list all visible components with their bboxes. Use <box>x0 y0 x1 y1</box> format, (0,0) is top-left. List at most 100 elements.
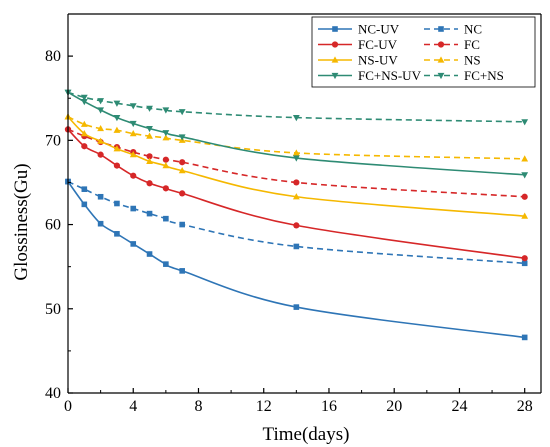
data-point-fc <box>521 193 528 200</box>
data-point-ns <box>113 126 121 133</box>
data-point-ns <box>162 134 170 141</box>
legend-item-fc-ns: FC+NS <box>424 68 504 83</box>
legend-item-fc-ns-uv: FC+NS-UV <box>318 68 422 83</box>
data-point-nc <box>179 221 185 228</box>
data-point-fc-ns-uv <box>521 172 529 179</box>
data-point-fc-ns-uv <box>146 125 153 133</box>
plot-area <box>64 89 529 341</box>
data-point-fc-ns <box>97 98 105 105</box>
data-point-ns-uv <box>521 212 529 219</box>
x-tick-label: 24 <box>451 398 467 415</box>
series-fc-ns-uv <box>64 89 529 179</box>
data-point-ns-uv <box>113 145 121 152</box>
legend-label-nc: NC <box>464 22 482 37</box>
data-point-fc-ns <box>521 119 529 126</box>
series-ns-uv <box>64 113 529 219</box>
x-tick-label: 4 <box>129 398 137 415</box>
x-tick-label: 12 <box>256 398 272 415</box>
data-point-fc-ns <box>292 114 300 122</box>
legend-label-fc-ns-uv: FC+NS-UV <box>358 68 422 83</box>
data-point-nc-uv <box>130 241 137 247</box>
legend-marker-fc-uv <box>331 41 339 48</box>
data-point-ns-uv <box>178 167 186 174</box>
data-point-fc-ns-uv <box>292 155 300 162</box>
series-line-ns-uv <box>67 116 525 217</box>
data-point-fc-uv <box>130 172 137 179</box>
legend-marker-ns <box>437 56 445 63</box>
data-point-ns-uv <box>162 162 170 169</box>
x-tick-label: 20 <box>386 398 402 415</box>
data-point-nc-uv <box>179 268 185 274</box>
legend-label-ns: NS <box>464 53 481 68</box>
data-point-ns <box>521 155 529 162</box>
data-point-fc-ns-uv <box>162 130 170 137</box>
data-point-fc-ns <box>146 105 153 112</box>
x-tick-label: 0 <box>64 398 72 415</box>
y-axis-title: Glossiness(Gu) <box>11 163 32 280</box>
y-tick-label: 70 <box>45 132 61 149</box>
legend-label-ns-uv: NS-UV <box>358 53 398 68</box>
data-point-nc <box>114 200 120 207</box>
x-tick-label: 28 <box>517 398 533 415</box>
data-point-nc <box>97 193 104 200</box>
series-fc-uv <box>64 126 528 262</box>
data-point-fc-ns-uv <box>129 120 137 128</box>
legend-marker-nc-uv <box>332 26 338 32</box>
data-point-ns <box>129 129 137 137</box>
data-point-fc <box>162 156 169 163</box>
data-point-fc-uv <box>162 185 169 192</box>
data-point-ns-uv <box>80 129 88 137</box>
legend-item-fc: FC <box>424 37 480 52</box>
axes: 0 4 8 12 16 20 24 28 40 50 60 70 80 <box>45 13 542 415</box>
legend-marker-fc-ns <box>437 72 445 80</box>
x-tick-label: 8 <box>194 398 202 415</box>
data-point-nc-uv <box>146 251 153 257</box>
data-point-fc-uv <box>146 180 153 187</box>
data-point-fc-uv <box>81 143 88 150</box>
data-point-ns <box>80 120 88 127</box>
legend-label-fc: FC <box>464 37 480 52</box>
data-point-fc <box>146 153 153 160</box>
data-point-nc-uv <box>293 304 300 310</box>
data-point-fc-uv <box>293 222 300 229</box>
legend-marker-fc-ns-uv <box>331 72 339 80</box>
data-point-ns-uv <box>146 157 153 164</box>
data-point-nc-uv <box>97 220 104 227</box>
data-point-fc-ns <box>80 94 88 101</box>
data-point-ns <box>292 149 300 156</box>
y-tick-label: 80 <box>45 48 61 65</box>
data-point-ns <box>146 132 153 139</box>
data-point-nc-uv <box>114 231 120 237</box>
data-point-fc-ns <box>129 103 137 110</box>
legend-item-fc-uv: FC-UV <box>318 37 398 52</box>
legend-marker-nc <box>438 26 444 32</box>
legend-marker-ns-uv <box>331 56 339 63</box>
data-point-nc <box>163 215 169 222</box>
data-point-nc-uv <box>81 201 88 208</box>
legend-label-fc-ns: FC+NS <box>464 68 504 83</box>
series-fc-ns <box>64 89 529 126</box>
legend-item-ns: NS <box>424 53 481 68</box>
legend-label-fc-uv: FC-UV <box>358 37 398 52</box>
data-point-fc-ns-uv <box>80 98 88 106</box>
data-point-nc-uv <box>521 334 528 341</box>
data-point-ns-uv <box>97 137 105 144</box>
series-ns <box>64 113 529 162</box>
data-point-fc-ns <box>178 109 186 116</box>
y-tick-label: 50 <box>45 301 61 318</box>
legend-item-ns-uv: NS-UV <box>318 53 398 68</box>
data-point-fc-uv <box>113 162 121 169</box>
y-tick-label: 60 <box>45 217 61 234</box>
data-point-fc-uv <box>521 255 528 262</box>
data-point-nc <box>146 210 153 217</box>
data-point-fc <box>179 159 186 166</box>
legend-item-nc: NC <box>424 22 482 37</box>
data-point-nc <box>521 260 528 267</box>
data-point-fc-ns-uv <box>113 114 121 122</box>
data-point-nc <box>130 205 137 212</box>
data-point-ns <box>97 124 105 132</box>
data-point-ns-uv <box>129 151 137 158</box>
data-point-fc-ns-uv <box>178 134 186 141</box>
legend-label-nc-uv: NC-UV <box>358 22 400 37</box>
